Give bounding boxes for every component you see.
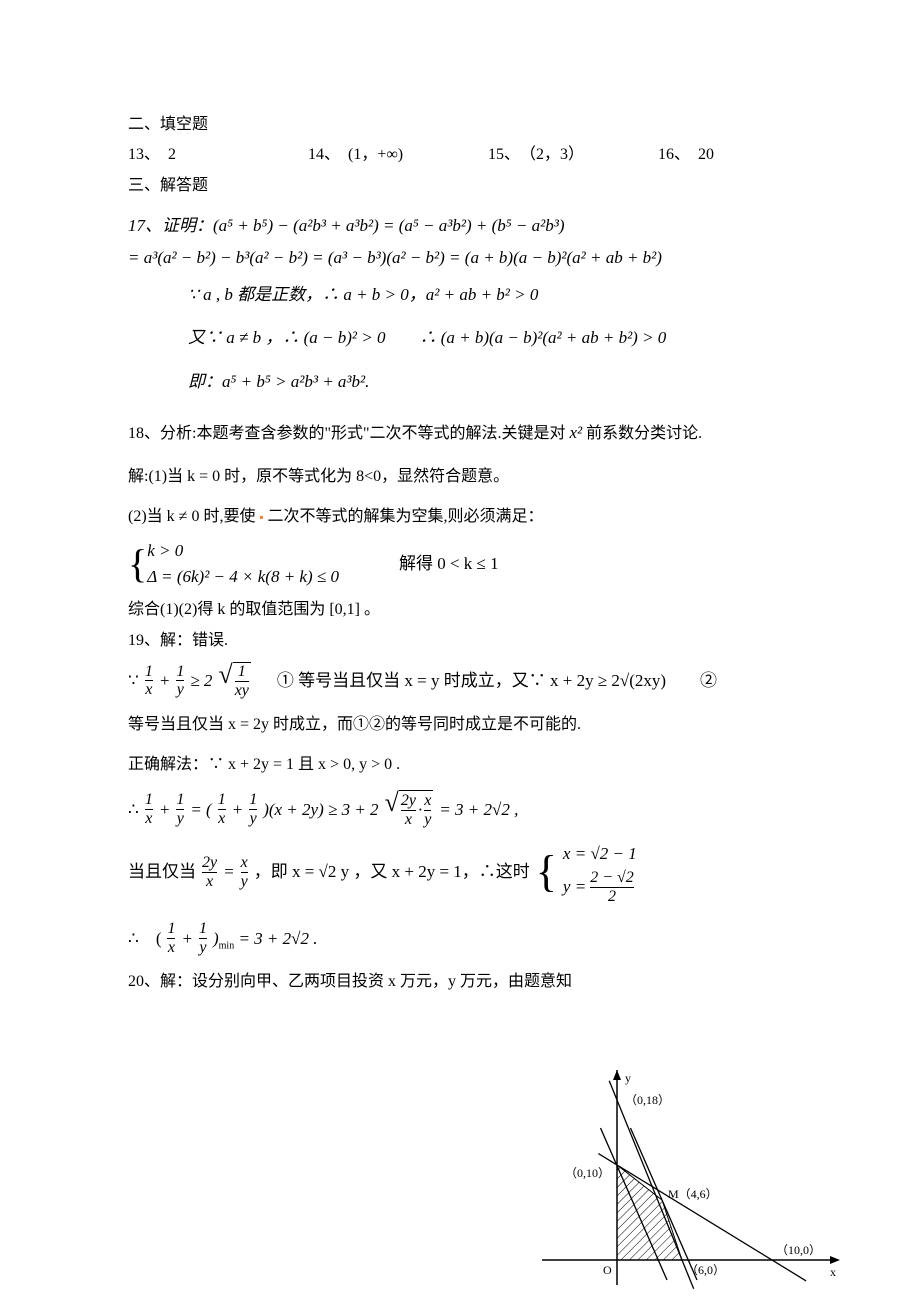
svg-text:（0,10）: （0,10） [565,1166,610,1180]
q18-l5: 综合(1)(2)得 k 的取值范围为 [0,1] 。 [128,595,800,625]
svg-text:O: O [603,1263,612,1277]
feasible-region-chart: （0,18） （0,10） M（4,6） （10,0） （6,0） Oy x [522,1070,842,1290]
ans-15: 15、 （2，3） [488,140,658,170]
q17-l2: = a³(a² − b²) − b³(a² − b²) = (a³ − b³)(… [128,245,800,271]
svg-text:（6,0）: （6,0） [686,1263,725,1277]
q17-l3: ∵ a , b 都是正数，∴ a + b > 0，a² + ab + b² > … [128,276,800,313]
svg-text:x: x [830,1265,836,1279]
q19-l7: ∴ ( 1x + 1y )min = 3 + 2√2 . [128,920,800,957]
q18-l2: 解:(1)当 k = 0 时，原不等式化为 8<0，显然符合题意。 [128,462,800,492]
section2-title: 二、填空题 [128,110,800,140]
q18-l1b: 前系数分类讨论. [582,425,702,442]
ans-16: 16、 20 [658,140,714,170]
svg-text:y: y [625,1071,631,1085]
q19-l6: 当且仅当 2yx = xy ，即 x = √2 y ，又 x + 2y = 1，… [128,839,800,906]
q18-l1a: 18、分析:本题考查含参数的"形式"二次不等式的解法.关键是对 [128,425,570,442]
q17-l4: 又∵ a ≠ b ，∴ (a − b)² > 0 ∴ (a + b)(a − b… [128,319,800,356]
q19-l2: ∵ 1x + 1y ≥ 2 √1xy ① 等号当且仅当 x = y 时成立，又∵… [128,662,800,699]
answers-row: 13、 2 14、 (1，+∞) 15、 （2，3） 16、 20 [128,140,708,170]
wavy-mark-icon: ▪ [255,506,267,529]
q18-l1: 18、分析:本题考查含参数的"形式"二次不等式的解法.关键是对 x² 前系数分类… [128,414,800,451]
ans-14: 14、 (1，+∞) [308,140,488,170]
section3-title: 三、解答题 [128,171,800,201]
ans-13: 13、 2 [128,140,308,170]
q17-l5: 即：a⁵ + b⁵ > a²b³ + a³b². [128,363,800,400]
q18-l3: (2)当 k ≠ 0 时,要使▪二次不等式的解集为空集,则必须满足： [128,502,800,532]
q19-l1: 19、解：错误. [128,626,800,656]
svg-text:M（4,6）: M（4,6） [668,1187,718,1201]
q20-l1: 20、解：设分别向甲、乙两项目投资 x 万元，y 万元，由题意知 [128,967,800,997]
q19-l4: 正确解法：∵ x + 2y = 1 且 x > 0, y > 0 . [128,750,800,780]
q17-l1: 17、证明：(a⁵ + b⁵) − (a²b³ + a³b²) = (a⁵ − … [128,207,800,244]
q18-system: { k > 0 Δ = (6k)² − 4 × k(8 + k) ≤ 0 解得 … [128,538,800,589]
q19-l5: ∴ 1x + 1y = ( 1x + 1y )(x + 2y) ≥ 3 + 2 … [128,790,800,828]
q19-l3: 等号当且仅当 x = 2y 时成立，而①②的等号同时成立是不可能的. [128,710,800,740]
svg-text:（10,0）: （10,0） [776,1243,821,1257]
svg-text:（0,18）: （0,18） [625,1093,670,1107]
